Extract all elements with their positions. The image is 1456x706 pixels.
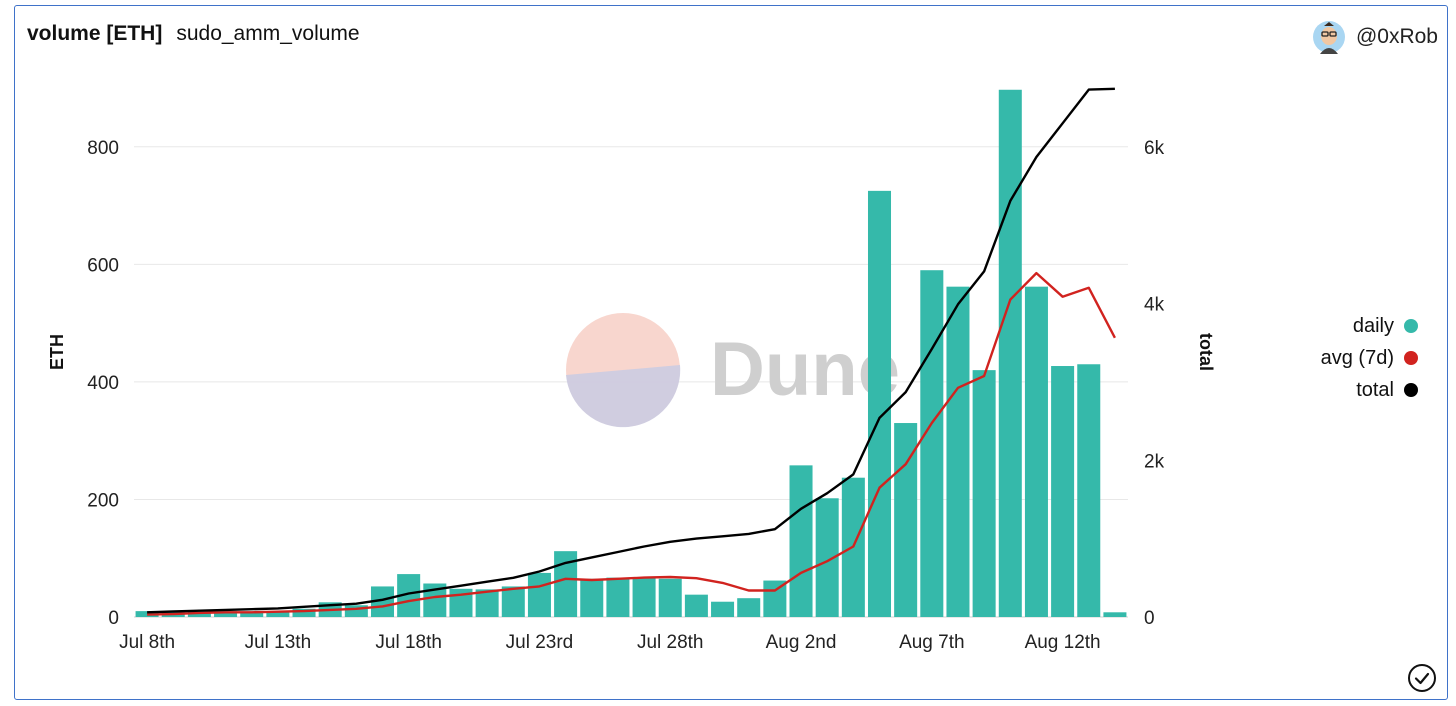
- author-name: @0xRob: [1355, 25, 1438, 48]
- legend-item-total[interactable]: total: [1300, 374, 1418, 406]
- bar-daily[interactable]: [894, 423, 918, 617]
- legend-item-daily[interactable]: daily: [1300, 310, 1418, 342]
- avatar-icon: [1312, 21, 1345, 54]
- legend: daily avg (7d) total: [1300, 310, 1418, 406]
- chart-subtitle: sudo_amm_volume: [176, 22, 360, 45]
- bar-daily[interactable]: [344, 605, 368, 617]
- bar-daily[interactable]: [1103, 612, 1127, 617]
- watermark-logo-bottom: [566, 365, 681, 428]
- legend-label-avg: avg (7d): [1320, 346, 1394, 369]
- y-tick-label: 0: [108, 608, 119, 629]
- x-tick-label: Aug 2nd: [766, 632, 837, 653]
- y-tick-label: 800: [87, 138, 119, 159]
- bar-daily[interactable]: [946, 286, 970, 617]
- y-axis-label: ETH: [47, 334, 67, 370]
- bar-daily[interactable]: [867, 190, 892, 617]
- bar-daily[interactable]: [815, 498, 839, 617]
- y-tick-label: 600: [87, 255, 119, 276]
- bar-daily[interactable]: [580, 578, 604, 617]
- y2-tick-label: 4k: [1144, 295, 1165, 316]
- x-tick-label: Jul 28th: [637, 632, 704, 653]
- legend-dot-daily: [1404, 319, 1418, 333]
- x-tick-label: Aug 7th: [899, 632, 965, 653]
- y-tick-label: 200: [87, 490, 119, 511]
- x-tick-label: Jul 23rd: [506, 632, 574, 653]
- y-tick-label: 400: [87, 373, 119, 394]
- bar-daily[interactable]: [266, 611, 290, 617]
- bar-daily[interactable]: [998, 89, 1022, 618]
- chart-title: volume [ETH] sudo_amm_volume: [27, 22, 360, 46]
- chart-title-main: volume [ETH]: [27, 22, 163, 45]
- bar-daily[interactable]: [789, 465, 813, 617]
- legend-label-daily: daily: [1352, 314, 1394, 337]
- bar-daily[interactable]: [658, 578, 682, 617]
- bar-daily[interactable]: [737, 598, 761, 617]
- y2-tick-label: 2k: [1144, 451, 1165, 472]
- bar-daily[interactable]: [187, 611, 211, 617]
- bar-daily[interactable]: [527, 572, 551, 617]
- bar-daily[interactable]: [370, 586, 395, 617]
- line-total[interactable]: [147, 87, 1115, 614]
- bars-daily: [135, 89, 1127, 618]
- x-tick-label: Jul 8th: [119, 632, 175, 653]
- bar-daily[interactable]: [684, 594, 708, 617]
- bar-daily[interactable]: [475, 589, 499, 617]
- bar-daily[interactable]: [135, 611, 159, 617]
- line-avg-7d[interactable]: [147, 271, 1116, 616]
- y2-tick-label: 6k: [1144, 138, 1165, 159]
- bar-daily[interactable]: [972, 370, 996, 617]
- bar-daily[interactable]: [1051, 366, 1075, 617]
- bar-daily[interactable]: [423, 583, 447, 617]
- y2-axis-label: total: [1196, 333, 1216, 371]
- watermark: Dune: [566, 313, 900, 428]
- bar-daily[interactable]: [214, 611, 238, 617]
- bar-daily[interactable]: [1077, 364, 1101, 617]
- bar-daily[interactable]: [920, 270, 944, 617]
- bar-daily[interactable]: [554, 551, 578, 617]
- x-tick-label: Jul 18th: [375, 632, 442, 653]
- legend-item-avg[interactable]: avg (7d): [1300, 342, 1418, 374]
- x-tick-label: Aug 12th: [1025, 632, 1101, 653]
- author[interactable]: @0xRob: [1312, 20, 1438, 54]
- checkmark-circle-icon[interactable]: [1407, 663, 1437, 693]
- bar-daily[interactable]: [606, 577, 630, 617]
- legend-label-total: total: [1356, 378, 1394, 401]
- bar-daily[interactable]: [240, 612, 264, 617]
- axes: 0 200 400 600 800 0 2k 4k 6k ETH total Jul 8th Jul 1…: [47, 138, 1216, 653]
- legend-dot-avg: [1404, 351, 1418, 365]
- bar-daily[interactable]: [292, 608, 316, 617]
- bar-daily[interactable]: [632, 577, 656, 617]
- legend-dot-total: [1404, 383, 1418, 397]
- x-tick-label: Jul 13th: [245, 632, 312, 653]
- lines: [147, 87, 1116, 616]
- bar-daily[interactable]: [1024, 286, 1048, 617]
- bar-daily[interactable]: [711, 601, 735, 617]
- y2-tick-label: 0: [1144, 608, 1155, 629]
- bar-daily[interactable]: [397, 574, 421, 617]
- bar-daily[interactable]: [501, 586, 525, 617]
